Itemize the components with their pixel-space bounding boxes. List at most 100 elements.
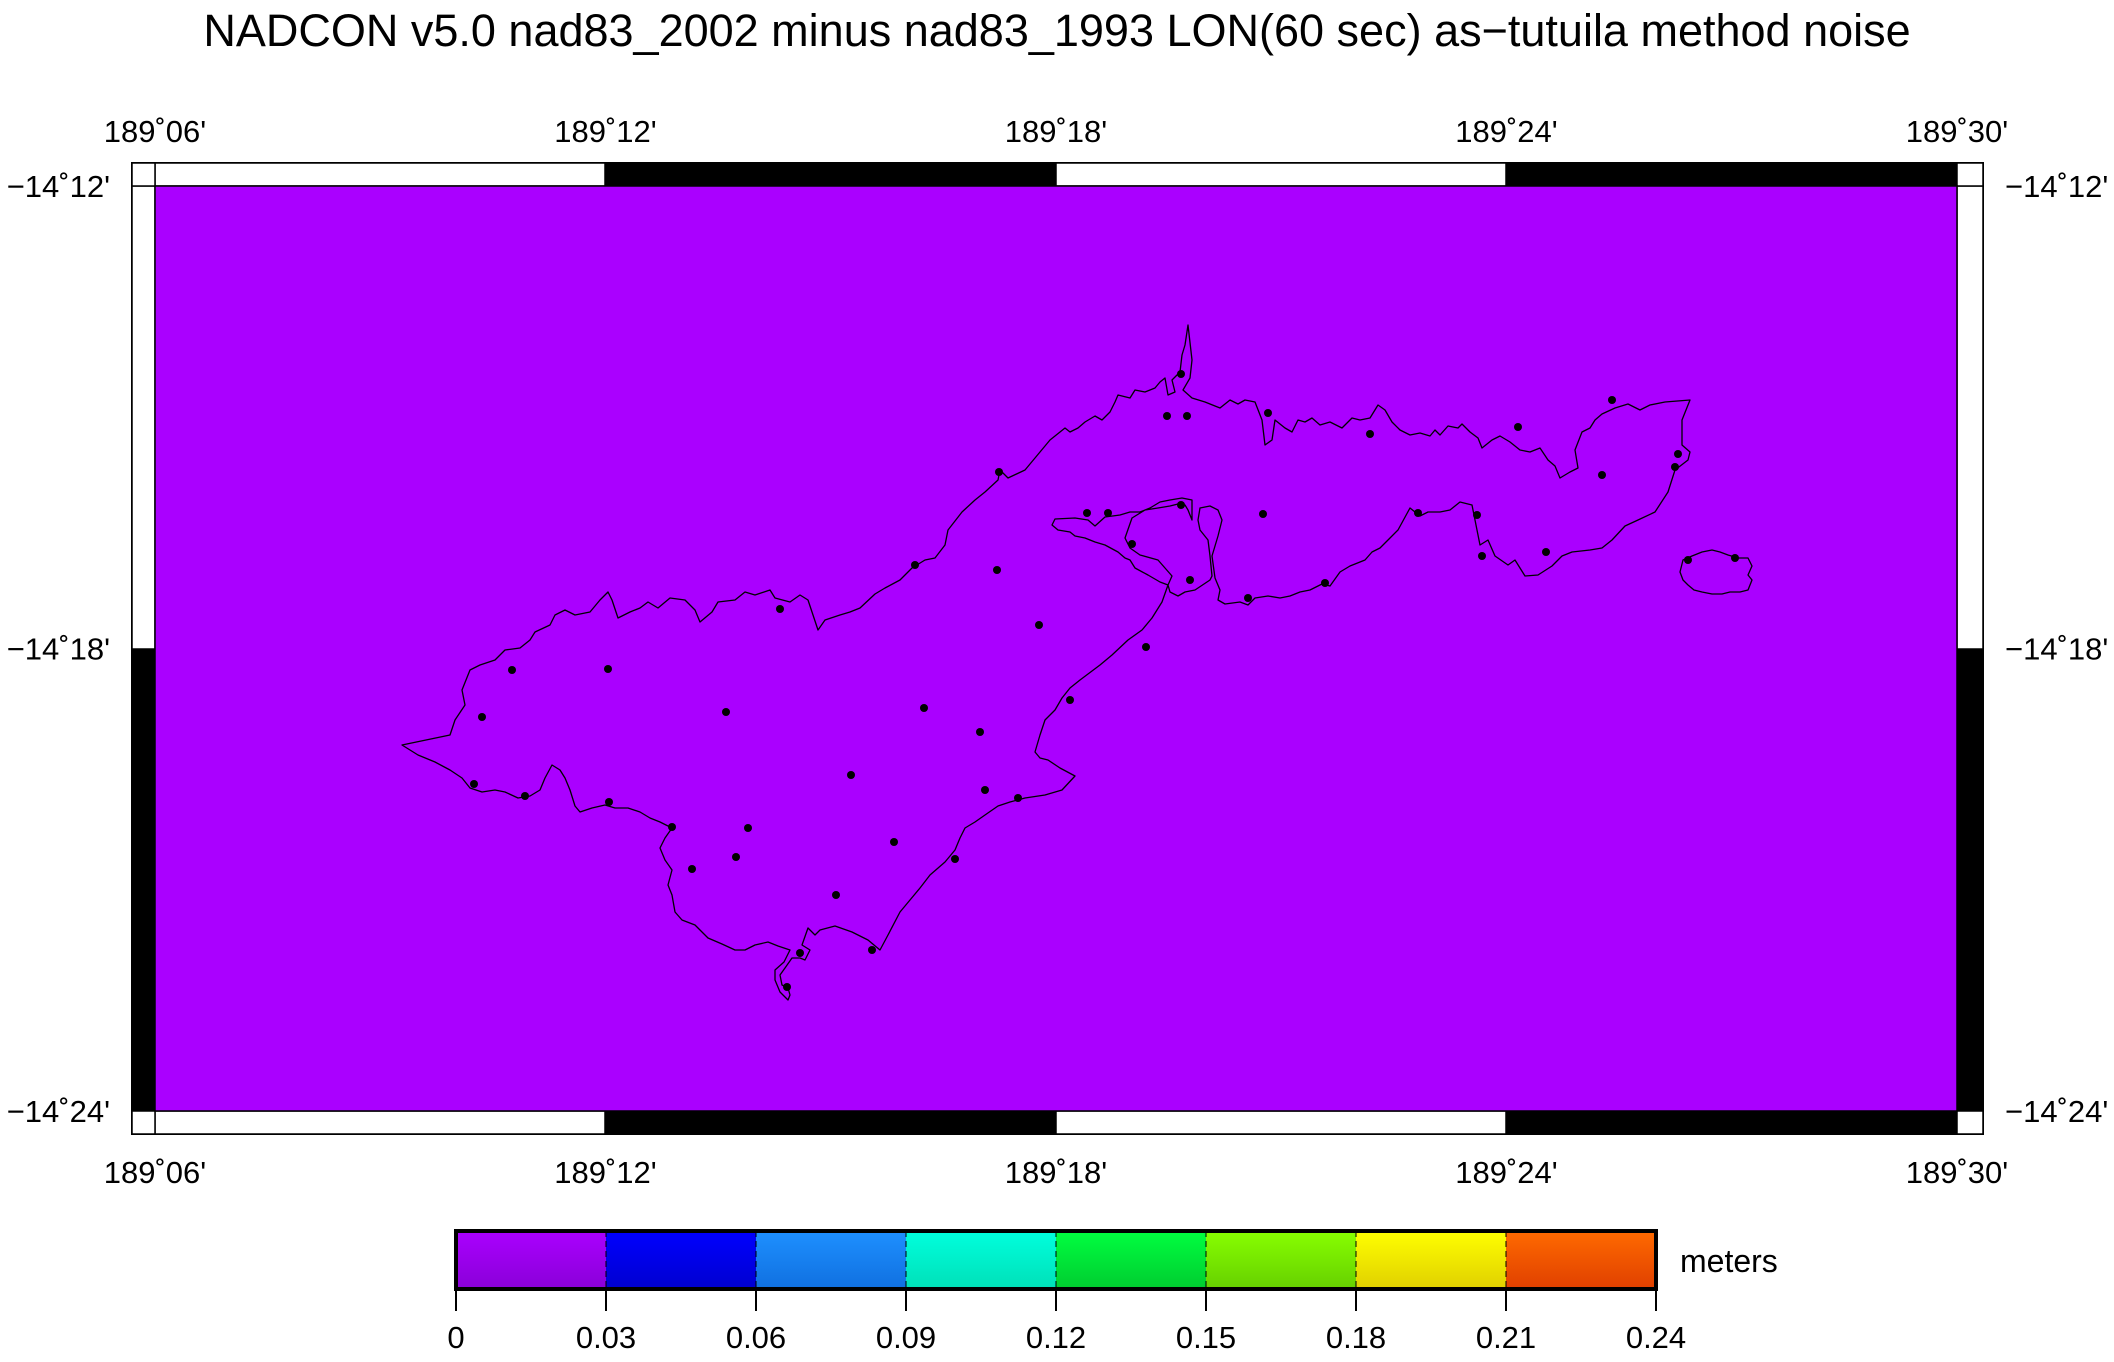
frame-bottom-seg-3 <box>1055 1110 1507 1135</box>
station-point <box>951 855 959 863</box>
station-point <box>1014 794 1022 802</box>
frame-top-seg-2 <box>605 163 1056 186</box>
frame-top-seg-3 <box>1055 162 1507 187</box>
station-point <box>1264 409 1272 417</box>
station-point <box>1177 501 1185 509</box>
station-point <box>1163 412 1171 420</box>
colorbar-segment <box>1206 1231 1356 1289</box>
colorbar-segment <box>606 1231 756 1289</box>
frame-right-seg-1 <box>1956 185 1984 650</box>
station-point <box>1186 576 1194 584</box>
station-point <box>1321 579 1329 587</box>
lat-tick-label-right: −14˚18' <box>2005 632 2108 667</box>
station-point <box>1083 509 1091 517</box>
colorbar-tick-label: 0.15 <box>1176 1320 1236 1355</box>
station-point <box>604 665 612 673</box>
colorbar: 0 0.03 0.06 0.09 0.12 0.15 0.18 0.21 0.24 meters <box>447 1229 1778 1355</box>
station-points <box>470 370 1739 991</box>
coastline-aunuu <box>1679 549 1753 595</box>
station-point <box>744 824 752 832</box>
station-point <box>1183 412 1191 420</box>
station-point <box>1259 510 1267 518</box>
station-point <box>981 786 989 794</box>
lat-tick-label-left: −14˚12' <box>7 169 110 204</box>
coastline-tutuila <box>401 324 1691 1001</box>
colorbar-segment <box>756 1231 906 1289</box>
station-point <box>920 704 928 712</box>
lon-tick-label-bottom: 189˚24' <box>1455 1155 1557 1190</box>
lon-tick-label-bottom: 189˚12' <box>554 1155 656 1190</box>
station-point <box>1514 423 1522 431</box>
station-point <box>796 949 804 957</box>
frame-top-seg-1 <box>154 162 606 187</box>
colorbar-unit-label: meters <box>1680 1243 1778 1279</box>
station-point <box>1598 471 1606 479</box>
colorbar-tick-label: 0.03 <box>576 1320 636 1355</box>
station-point <box>1035 621 1043 629</box>
station-point <box>521 792 529 800</box>
coastline <box>401 324 1753 1001</box>
station-point <box>832 891 840 899</box>
frame-corner-bl <box>131 1110 156 1135</box>
station-point <box>1366 430 1374 438</box>
map-title: NADCON v5.0 nad83_2002 minus nad83_1993 … <box>203 5 1910 56</box>
station-point <box>1244 594 1252 602</box>
station-point <box>993 566 1001 574</box>
station-point <box>1684 556 1692 564</box>
lon-tick-label-top: 189˚06' <box>104 114 206 149</box>
station-point <box>1473 511 1481 519</box>
frame-bottom-seg-1 <box>154 1110 606 1135</box>
colorbar-tick-label: 0 <box>447 1320 464 1355</box>
frame-corner-tr <box>1956 162 1984 187</box>
map-ticks: 189˚06' 189˚06' 189˚12' 189˚12' 189˚18' 189˚1… <box>7 114 2109 1190</box>
colorbar-tick-label: 0.12 <box>1026 1320 1086 1355</box>
station-point <box>470 780 478 788</box>
lon-tick-label-bottom: 189˚30' <box>1906 1155 2008 1190</box>
station-point <box>478 713 486 721</box>
station-point <box>911 561 919 569</box>
station-point <box>1731 554 1739 562</box>
lon-tick-label-top: 189˚18' <box>1005 114 1107 149</box>
lon-tick-label-top: 189˚12' <box>554 114 656 149</box>
lon-tick-label-bottom: 189˚18' <box>1005 1155 1107 1190</box>
lat-tick-label-right: −14˚24' <box>2005 1094 2108 1129</box>
station-point <box>890 838 898 846</box>
station-point <box>1478 552 1486 560</box>
colorbar-segment <box>906 1231 1056 1289</box>
station-point <box>1674 450 1682 458</box>
frame-left-seg-2 <box>132 649 155 1111</box>
colorbar-tick-label: 0.09 <box>876 1320 936 1355</box>
colorbar-tick-label: 0.24 <box>1626 1320 1686 1355</box>
map-field <box>154 185 1958 1112</box>
station-point <box>1608 396 1616 404</box>
frame-left-seg-1 <box>131 185 156 650</box>
station-point <box>995 468 1003 476</box>
station-point <box>1542 548 1550 556</box>
station-point <box>668 823 676 831</box>
station-point <box>1414 509 1422 517</box>
frame-corner-br <box>1956 1110 1984 1135</box>
lat-tick-label-left: −14˚24' <box>7 1094 110 1129</box>
colorbar-segments <box>456 1231 1656 1289</box>
station-point <box>1128 540 1136 548</box>
station-point <box>1671 463 1679 471</box>
lon-tick-label-top: 189˚24' <box>1455 114 1557 149</box>
lon-tick-label-bottom: 189˚06' <box>104 1155 206 1190</box>
colorbar-tick-label: 0.18 <box>1326 1320 1386 1355</box>
colorbar-tick-label: 0.21 <box>1476 1320 1536 1355</box>
station-point <box>1142 643 1150 651</box>
frame-corner-tl <box>131 162 156 187</box>
frame-top-seg-4 <box>1506 163 1957 186</box>
station-point <box>732 853 740 861</box>
colorbar-tick-label: 0.06 <box>726 1320 786 1355</box>
colorbar-segment <box>1356 1231 1506 1289</box>
frame-bottom-seg-2 <box>605 1111 1056 1134</box>
station-point <box>847 771 855 779</box>
colorbar-ticks: 0 0.03 0.06 0.09 0.12 0.15 0.18 0.21 0.24 <box>447 1289 1686 1355</box>
station-point <box>783 983 791 991</box>
station-point <box>1177 370 1185 378</box>
frame-bottom-seg-4 <box>1506 1111 1957 1134</box>
lon-tick-label-top: 189˚30' <box>1906 114 2008 149</box>
station-point <box>1104 509 1112 517</box>
